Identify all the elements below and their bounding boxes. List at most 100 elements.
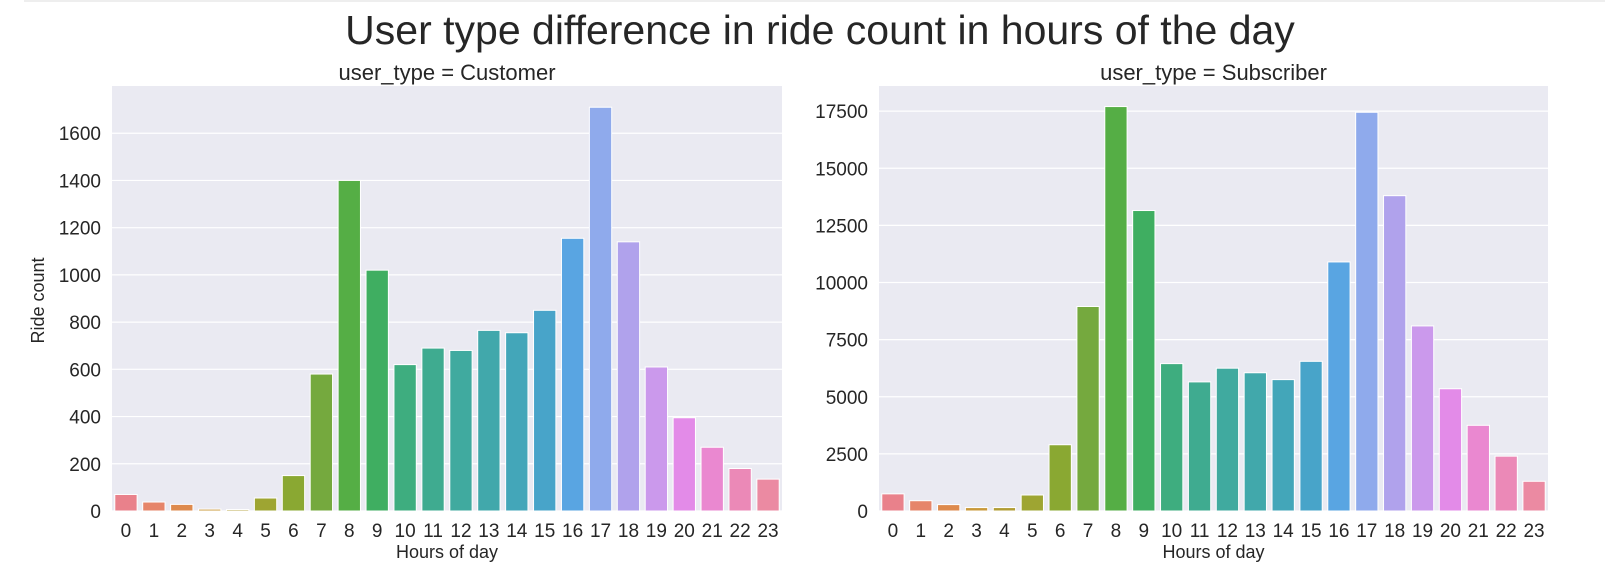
customer-bar-7 [309,373,334,512]
customer-x-tick-label: 1 [149,521,160,542]
subscriber-x-tick-label: 8 [1111,521,1122,542]
subscriber-bar-4 [992,507,1017,512]
subscriber-panel: 0 1 2 3 4 5 6 7 8 9 10 11 12 13 14 15 16 17 18 19 20 21 22 23 0… [815,60,1548,562]
subscriber-bar-6 [1048,444,1072,512]
customer-bar-10 [393,364,417,512]
subscriber-bar-23 [1522,480,1546,512]
subscriber-x-tick-label: 0 [888,521,899,542]
customer-x-tick-label: 23 [757,521,778,542]
customer-bar-20 [672,417,696,512]
subscriber-x-tick-label: 18 [1384,521,1405,542]
subscriber-bar-5 [1020,494,1044,512]
customer-bar-11 [421,347,445,512]
subscriber-x-tick-label: 23 [1523,521,1544,542]
customer-bar-4 [225,509,250,512]
subscriber-x-tick-label: 13 [1245,521,1266,542]
customer-bar-22 [728,468,752,512]
customer-bar-23 [756,478,780,512]
subscriber-bar-21 [1466,424,1490,512]
subscriber-x-tick-label: 15 [1300,521,1321,542]
subscriber-bar-12 [1215,367,1240,512]
customer-x-tick-label: 14 [506,521,528,542]
subscriber-y-tick-label: 2500 [826,445,868,466]
customer-x-tick-label: 16 [562,521,583,542]
customer-x-tick-label: 22 [730,521,751,542]
subscriber-x-tick-label: 1 [916,521,927,542]
customer-y-tick-label: 0 [90,502,101,523]
subscriber-x-tick-label: 17 [1356,521,1377,542]
customer-x-tick-label: 12 [450,521,471,542]
subscriber-x-tick-label: 22 [1496,521,1517,542]
subscriber-bar-7 [1076,305,1100,512]
subscriber-x-tick-label: 16 [1328,521,1349,542]
customer-x-tick-label: 19 [646,521,667,542]
customer-bar-0 [114,493,138,512]
subscriber-y-tick-label: 0 [857,502,868,523]
customer-x-tick-label: 17 [590,521,611,542]
subscriber-bar-0 [881,493,905,512]
customer-bars [114,106,780,512]
subscriber-x-tick-label: 14 [1273,521,1295,542]
subscriber-y-tick-label: 12500 [815,216,868,237]
subscriber-bar-14 [1271,379,1295,512]
subscriber-bar-15 [1299,360,1323,512]
customer-x-tick-label: 7 [316,521,327,542]
subscriber-x-tick-label: 21 [1468,521,1489,542]
subscriber-y-tick-label: 10000 [815,274,868,295]
customer-x-tick-label: 11 [423,521,443,542]
customer-bar-3 [198,508,222,512]
customer-x-tick-label: 4 [232,521,243,542]
subscriber-bar-17 [1355,111,1379,512]
subscriber-x-axis-label: Hours of day [1162,542,1264,562]
customer-x-tick-label: 5 [260,521,271,542]
customer-bar-17 [588,106,613,512]
subscriber-y-tick-label: 5000 [826,388,868,409]
customer-bar-21 [700,446,724,512]
subscriber-bar-8 [1104,106,1128,512]
subscriber-bar-18 [1383,195,1407,512]
customer-bar-18 [616,241,641,512]
customer-bar-19 [644,366,669,512]
subscriber-x-tick-label: 19 [1412,521,1433,542]
subscriber-bar-16 [1327,261,1351,512]
customer-x-tick-label: 0 [121,521,132,542]
customer-y-tick-label: 400 [69,408,101,429]
customer-y-tick-label: 200 [69,455,101,476]
subscriber-y-tick-label: 15000 [815,159,868,180]
customer-x-tick-label: 21 [702,521,723,542]
customer-gridlines [112,132,782,512]
customer-bar-9 [365,269,389,512]
customer-y-tick-label: 800 [69,313,101,334]
customer-x-tick-label: 6 [288,521,299,542]
customer-y-tick-label: 1200 [59,219,101,240]
subscriber-x-tick-label: 11 [1190,521,1210,542]
customer-y-ticks: 0 200 400 600 800 1000 1200 1400 1600 [59,124,101,523]
subscriber-x-tick-label: 9 [1139,521,1150,542]
customer-x-tick-label: 8 [344,521,355,542]
customer-bar-14 [505,332,529,512]
customer-bar-15 [533,309,557,512]
customer-bar-16 [560,237,585,512]
customer-bar-2 [170,503,194,512]
subscriber-bar-10 [1160,363,1184,512]
subscriber-bars [881,106,1546,512]
subscriber-y-ticks: 0 2500 5000 7500 10000 12500 15000 17500 [815,102,868,523]
subscriber-y-tick-label: 17500 [815,102,868,123]
subscriber-panel-title: user_type = Subscriber [1100,60,1327,85]
customer-y-tick-label: 1600 [59,124,101,145]
subscriber-panel-background [879,86,1548,511]
subscriber-bar-19 [1410,325,1435,512]
subscriber-x-ticks: 0 1 2 3 4 5 6 7 8 9 10 11 12 13 14 15 16 17 18 19 20 21 22 23 [888,521,1545,542]
customer-x-tick-label: 15 [534,521,555,542]
customer-x-tick-label: 20 [674,521,695,542]
subscriber-bar-11 [1187,381,1212,512]
customer-x-tick-label: 13 [478,521,499,542]
subscriber-x-tick-label: 4 [999,521,1010,542]
customer-bar-6 [281,475,306,512]
figure-title: User type difference in ride count in ho… [345,7,1295,53]
subscriber-gridlines [879,110,1548,512]
customer-panel-background [112,86,782,511]
customer-x-tick-label: 3 [204,521,215,542]
customer-bar-1 [142,501,166,512]
